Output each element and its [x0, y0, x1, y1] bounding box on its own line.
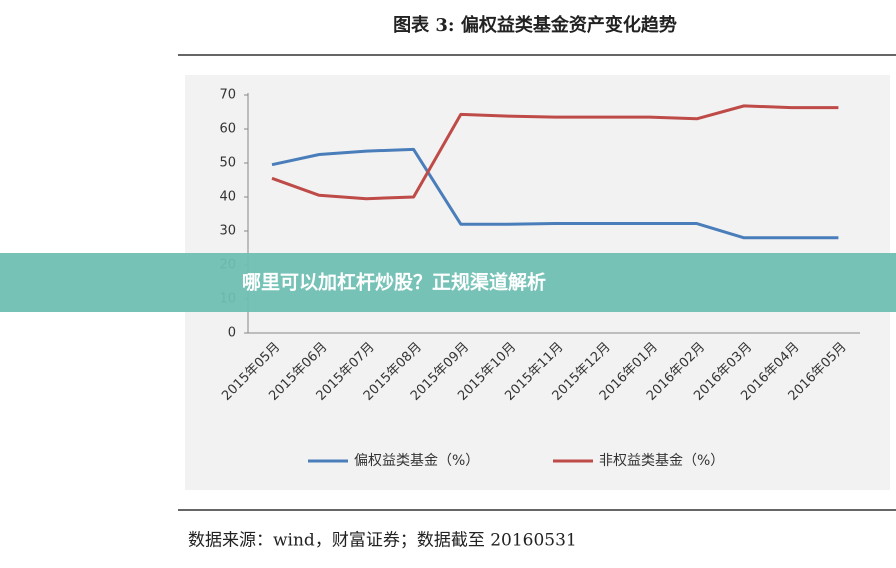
- line-series: [271, 104, 839, 201]
- source-note: 数据来源：wind，财富证券；数据截至 20160531: [188, 531, 577, 551]
- y-tick-label: 60: [219, 122, 236, 137]
- line-series: [271, 147, 839, 240]
- y-tick-label: 30: [219, 224, 236, 239]
- banner-text[interactable]: 哪里可以加杠杆炒股？正规渠道解析: [242, 271, 546, 294]
- y-tick-label: 40: [219, 190, 236, 205]
- legend-label: 偏权益类基金（%）: [354, 452, 479, 469]
- y-tick-label: 50: [219, 156, 236, 171]
- y-tick-label: 0: [228, 326, 236, 341]
- chart-title: 图表 3: 偏权益类基金资产变化趋势: [393, 14, 677, 36]
- banner[interactable]: [0, 253, 896, 312]
- y-tick-label: 70: [219, 88, 236, 103]
- legend-label: 非权益类基金（%）: [599, 452, 724, 469]
